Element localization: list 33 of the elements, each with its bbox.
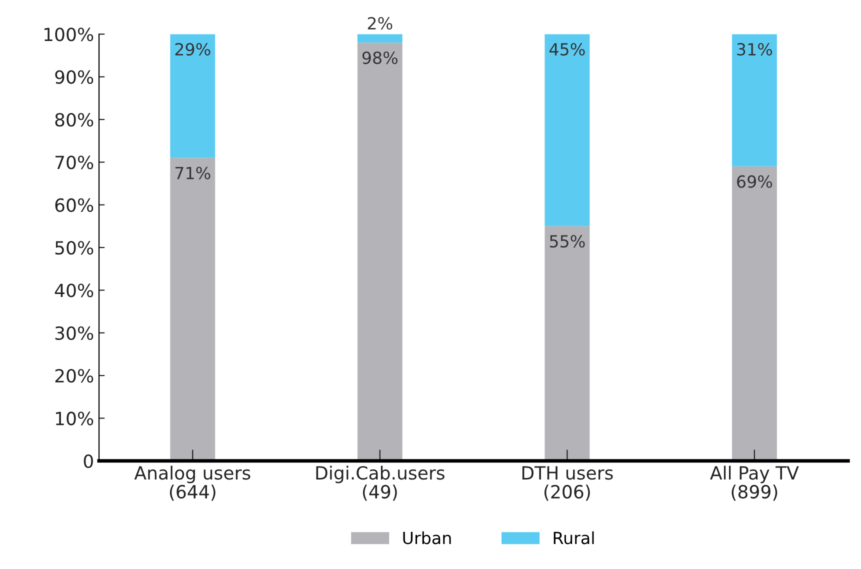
y-tick-label: 50% [55,240,94,255]
y-tick-label: 40% [54,284,94,298]
y-tick-label: 60% [55,198,94,212]
bar [170,158,216,461]
x-tick-label: Digi.Cab.users (49) [316,466,444,501]
x-tick-label: DTH users (206) [522,466,613,501]
data-label: 31% [737,42,772,56]
bar [357,34,402,43]
data-label: 71% [175,166,210,180]
bar [732,166,777,461]
data-label: 29% [175,42,210,56]
data-label: 55% [550,235,585,248]
legend-label: Rural [554,531,594,544]
legend-label: Urban [403,531,451,544]
y-tick-label: 100% [44,28,94,42]
data-label: 98% [362,52,398,64]
x-tick-label: Analog users (644) [134,466,250,501]
y-tick-label: 90% [55,70,94,84]
bar [357,42,402,461]
y-tick-label: 0 [84,454,93,468]
y-tick-label: 20% [55,369,94,383]
x-tick-label: All Pay TV (899) [710,466,799,501]
y-tick-label: 30% [55,326,94,340]
bar [170,34,216,158]
y-tick-label: 80% [55,112,94,127]
y-tick-label: 70% [56,156,94,170]
data-label: 2% [368,17,392,30]
bar [544,226,590,461]
bar [732,34,777,166]
data-label: 45% [549,42,585,56]
bar [544,34,590,226]
data-label: 69% [737,175,772,188]
y-tick-label: 10% [56,412,94,426]
